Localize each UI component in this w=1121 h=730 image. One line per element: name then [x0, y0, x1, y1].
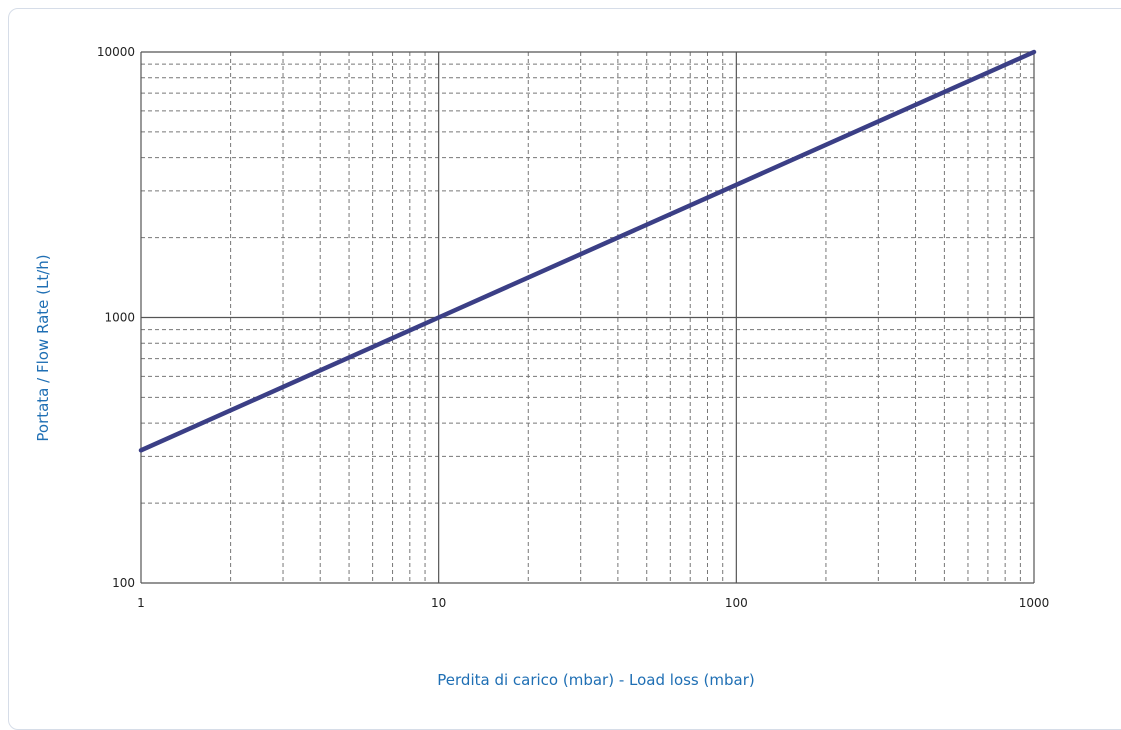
x-tick-label: 1000: [1019, 596, 1050, 610]
tick-labels: 1 10 100 1000 100 1000 10000: [97, 45, 1049, 610]
x-tick-label: 100: [725, 596, 748, 610]
y-tick-label: 100: [112, 576, 135, 590]
flow-rate-chart: 1 10 100 1000 100 1000 10000 Portata / Flow Ra…: [34, 45, 1049, 689]
x-tick-label: 1: [137, 596, 145, 610]
series-lines: [138, 49, 1037, 453]
y-tick-label: 10000: [97, 45, 135, 59]
y-tick-label: 1000: [104, 311, 135, 325]
grid-lines: [140, 51, 1035, 584]
x-tick-label: 10: [431, 596, 446, 610]
chart-card: [8, 8, 1121, 730]
x-axis-title: Perdita di carico (mbar) - Load loss (mb…: [437, 671, 754, 689]
series-line: [138, 49, 1037, 453]
y-axis-title: Portata / Flow Rate (Lt/h): [34, 254, 52, 441]
